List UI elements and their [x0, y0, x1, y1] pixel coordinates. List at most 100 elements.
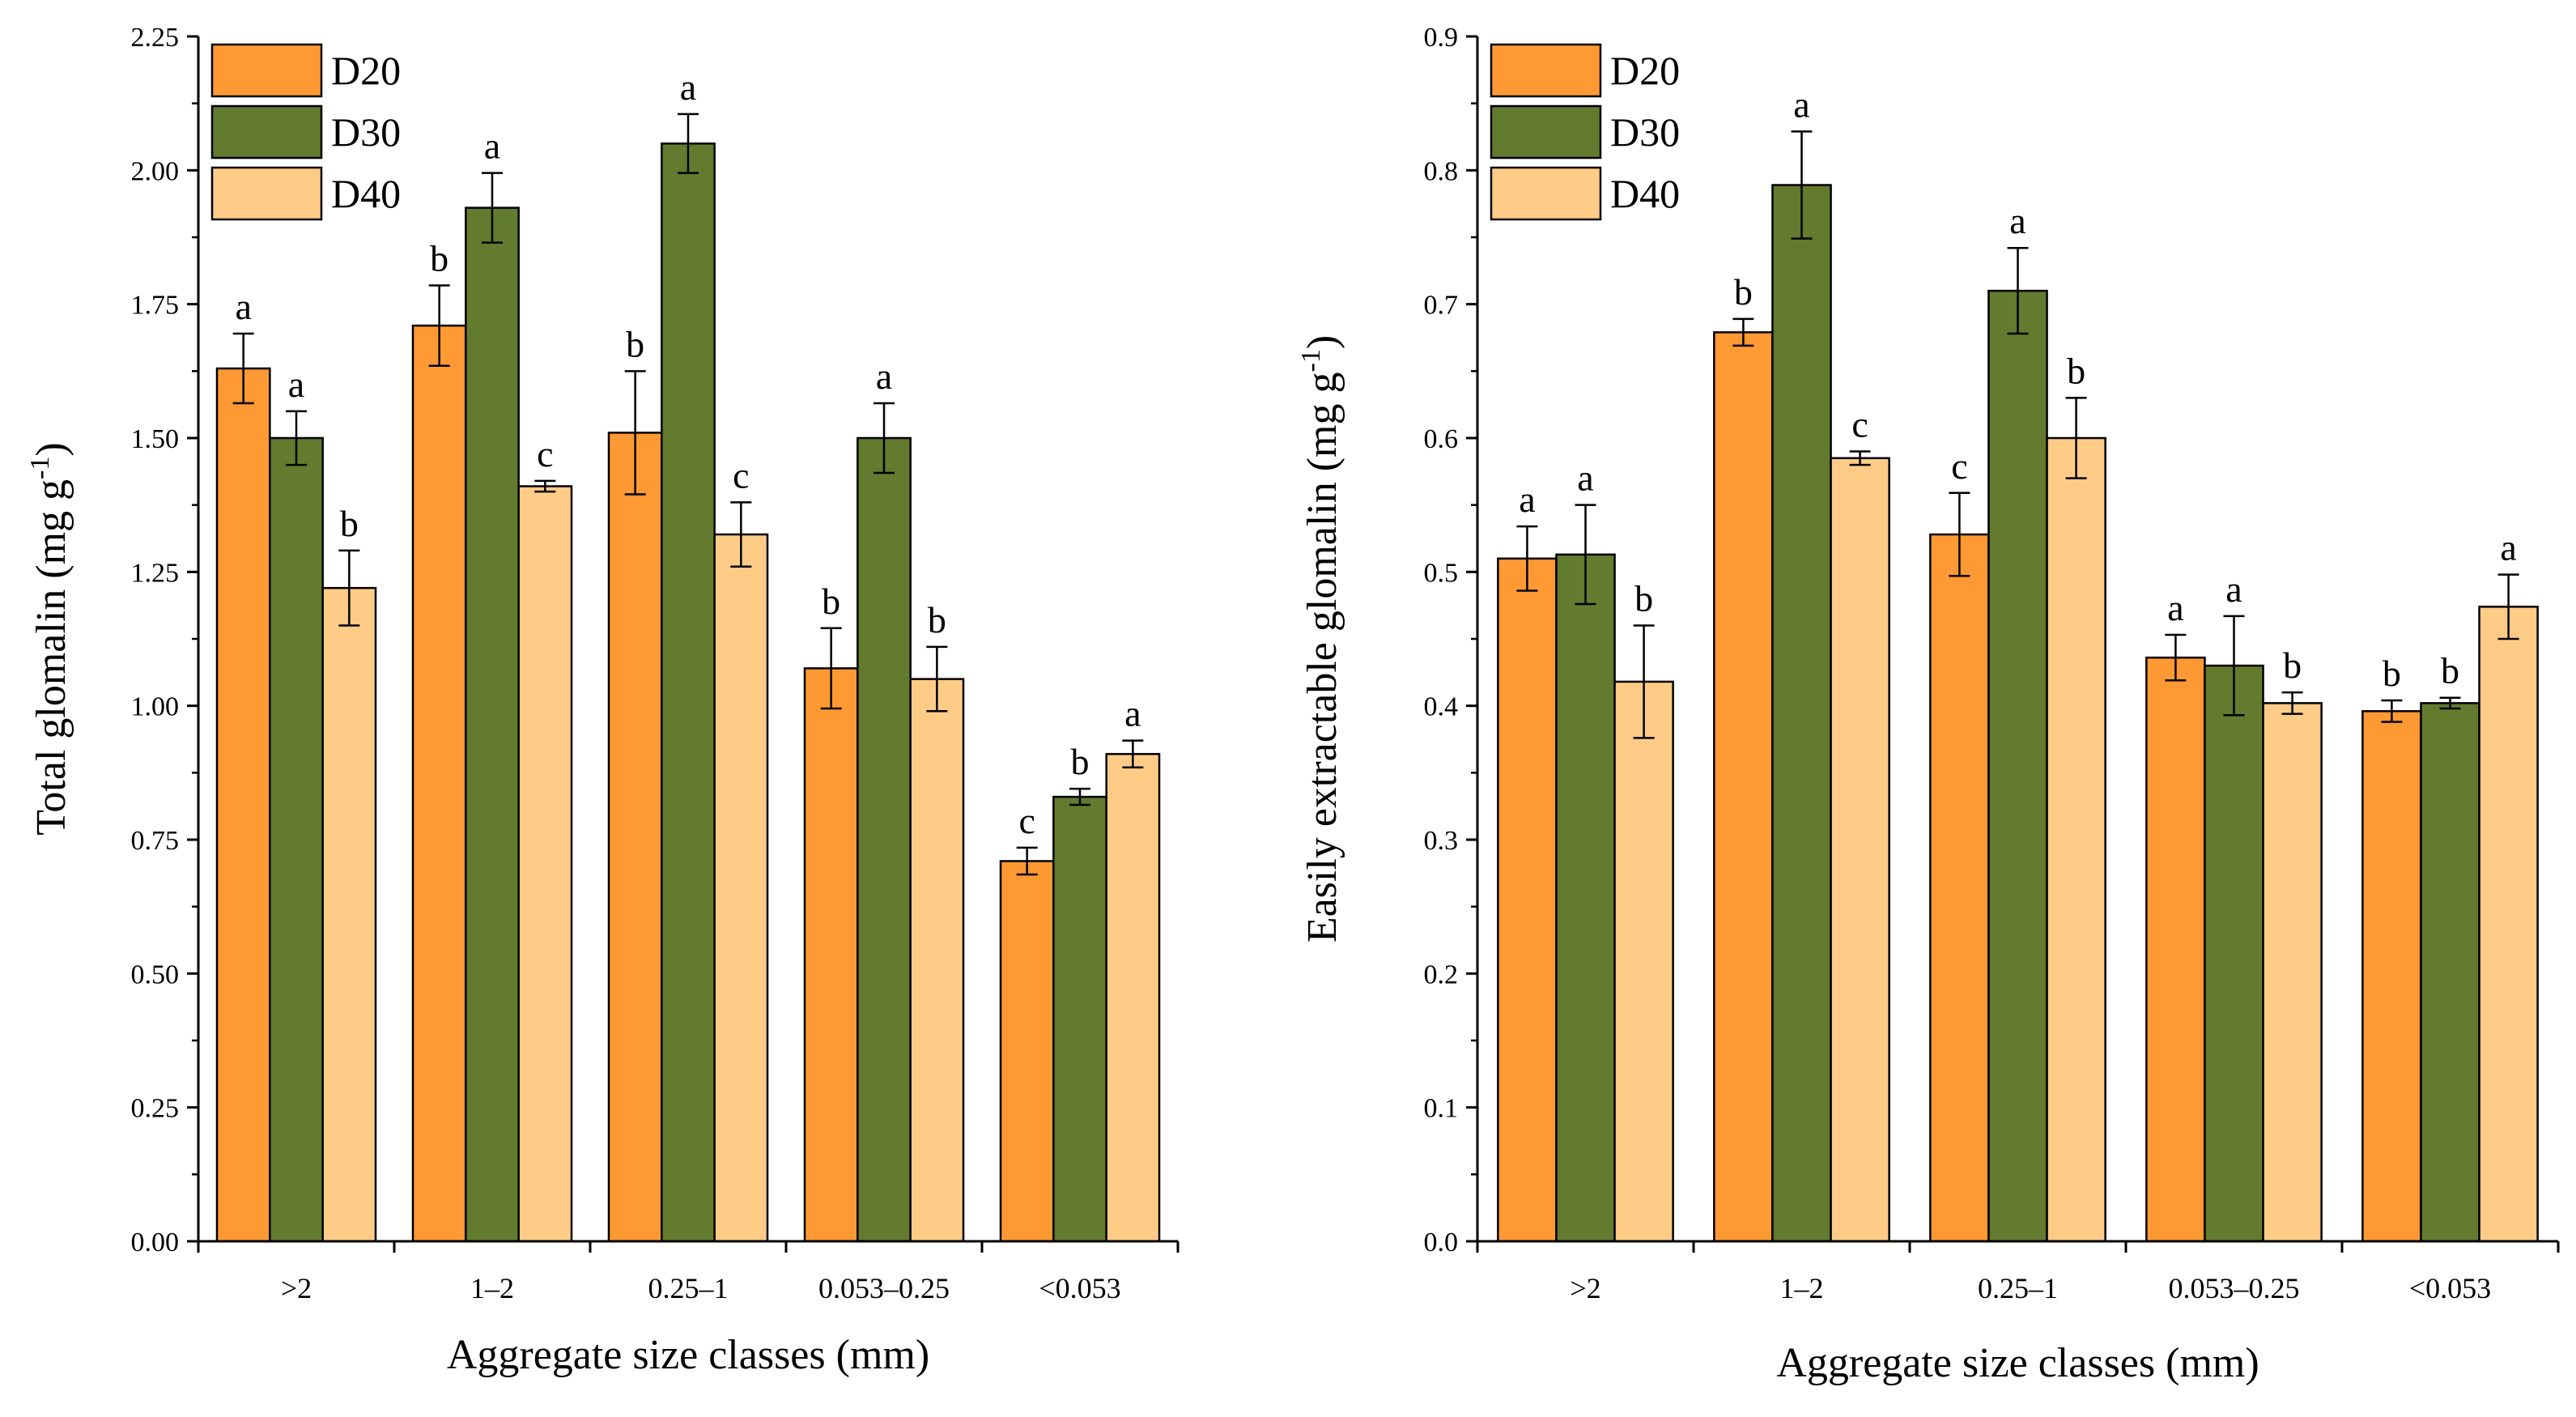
- x-axis-title: Aggregate size classes (mm): [1776, 1340, 2259, 1386]
- y-tick-label: 2.00: [131, 156, 180, 186]
- bar-d20-1: [1713, 331, 1774, 1243]
- y-tick-label: 1.25: [131, 558, 180, 588]
- significance-letter: b: [1071, 741, 1090, 782]
- y-tick-label: 0.7: [1424, 291, 1459, 321]
- bar-d40-4: [1105, 752, 1161, 1243]
- y-tick-label: 0.1: [1424, 1094, 1459, 1124]
- y-tick-label: 0.4: [1424, 692, 1459, 722]
- y-tick-label: 0.8: [1424, 156, 1459, 186]
- significance-letter: b: [2441, 650, 2459, 691]
- legend-label-d20: D20: [331, 48, 401, 93]
- chart-total-glomalin: abbbcaaaabbccba0.000.250.500.751.001.251…: [25, 23, 1180, 1378]
- significance-letter: c: [537, 433, 553, 474]
- bar-d40-2: [713, 533, 769, 1243]
- bar-d40-3: [909, 678, 965, 1243]
- bar-d40-0: [321, 586, 377, 1243]
- bar-d20-2: [1929, 533, 1990, 1243]
- legend-swatch-d40: [1490, 166, 1602, 221]
- significance-letter: c: [1018, 800, 1035, 841]
- significance-letter: a: [876, 355, 892, 397]
- y-axis-title-end: ): [28, 442, 74, 456]
- significance-letter: a: [2167, 587, 2183, 628]
- bar-d20-4: [999, 860, 1055, 1243]
- x-category-label: <0.053: [1039, 1272, 1120, 1304]
- significance-letter: a: [1519, 479, 1535, 520]
- bar-d30-3: [2204, 664, 2264, 1243]
- y-tick-label: 0.5: [1424, 558, 1459, 588]
- significance-letter: a: [1124, 693, 1141, 734]
- bar-d20-0: [215, 367, 271, 1243]
- bar-d30-2: [661, 143, 716, 1243]
- bar-d20-2: [607, 432, 663, 1243]
- legend-swatch-d30: [1490, 104, 1602, 160]
- bar-d30-4: [2420, 702, 2480, 1243]
- x-axis-title: Aggregate size classes (mm): [447, 1332, 929, 1378]
- significance-letter: b: [928, 599, 946, 640]
- x-category-label: 0.25–1: [648, 1272, 729, 1304]
- y-tick-label: 0.25: [131, 1094, 180, 1124]
- bar-d30-3: [857, 436, 912, 1243]
- bar-d30-1: [1771, 184, 1832, 1243]
- bar-d40-0: [1613, 680, 1674, 1243]
- significance-letter: c: [1951, 445, 1967, 487]
- chart-easily-extractable-glomalin: abcabaaaabbcbba0.00.10.20.30.40.50.60.70…: [1296, 23, 2560, 1386]
- legend-swatch-d30: [210, 104, 323, 160]
- x-category-label: 1–2: [1780, 1272, 1824, 1304]
- y-tick-label: 0.0: [1424, 1228, 1459, 1257]
- bar-d20-1: [411, 324, 467, 1243]
- bar-d20-3: [803, 667, 859, 1243]
- y-tick-label: 2.25: [131, 23, 180, 53]
- x-category-label: >2: [1570, 1272, 1600, 1304]
- significance-letter: b: [340, 503, 359, 544]
- significance-letter: b: [1634, 577, 1653, 619]
- bar-d40-1: [517, 485, 573, 1243]
- legend-label-d40: D40: [331, 171, 401, 216]
- y-axis-title-main: Total glomalin (mg g: [28, 479, 74, 836]
- significance-letter: a: [1793, 83, 1809, 125]
- bar-d30-0: [269, 436, 324, 1243]
- y-tick-label: 1.50: [131, 424, 180, 454]
- y-tick-label: 0.75: [131, 826, 180, 856]
- significance-letter: b: [430, 238, 448, 279]
- legend-swatch-d20: [210, 43, 323, 98]
- significance-letter: a: [235, 286, 251, 327]
- legend-swatch-d20: [1490, 43, 1602, 98]
- bar-d20-0: [1497, 557, 1558, 1243]
- bar-d20-3: [2145, 656, 2206, 1243]
- x-category-label: 0.053–0.25: [818, 1272, 950, 1304]
- bar-d40-1: [1830, 457, 1890, 1243]
- x-category-label: 0.053–0.25: [2169, 1272, 2300, 1304]
- y-axis-title-superscript: -1: [25, 457, 55, 479]
- significance-letter: a: [2225, 568, 2242, 610]
- y-axis-title: Easily extractable glomalin (mg g-1): [1296, 335, 1345, 943]
- legend-label-d30: D30: [331, 109, 401, 155]
- y-tick-label: 0.00: [131, 1228, 180, 1257]
- significance-letter: b: [2067, 350, 2085, 391]
- bar-d40-3: [2262, 702, 2323, 1243]
- y-axis-title-end: ): [1299, 335, 1345, 349]
- y-tick-label: 0.9: [1424, 23, 1459, 53]
- bar-d40-4: [2478, 606, 2539, 1243]
- significance-letter: c: [733, 454, 749, 496]
- x-category-label: >2: [281, 1272, 312, 1304]
- bar-d30-0: [1555, 553, 1616, 1243]
- significance-letter: b: [2283, 645, 2302, 686]
- y-tick-label: 0.3: [1424, 826, 1459, 856]
- x-category-label: <0.053: [2409, 1272, 2491, 1304]
- significance-letter: b: [2383, 653, 2401, 694]
- y-axis-title-superscript: -1: [1296, 349, 1326, 372]
- significance-letter: b: [626, 323, 644, 364]
- bar-d40-2: [2046, 436, 2106, 1243]
- legend-label-d40: D40: [1610, 171, 1680, 216]
- significance-letter: a: [2009, 200, 2026, 241]
- significance-letter: a: [1577, 457, 1593, 499]
- significance-letter: a: [288, 364, 304, 405]
- y-tick-label: 1.75: [131, 291, 180, 321]
- significance-letter: b: [1734, 271, 1753, 313]
- bar-d30-4: [1052, 795, 1107, 1243]
- y-axis-title-main: Easily extractable glomalin (mg g: [1299, 372, 1345, 943]
- legend-swatch-d40: [210, 166, 323, 221]
- significance-letter: a: [2500, 527, 2516, 568]
- bar-d20-4: [2361, 710, 2422, 1243]
- y-axis-title: Total glomalin (mg g-1): [25, 442, 74, 835]
